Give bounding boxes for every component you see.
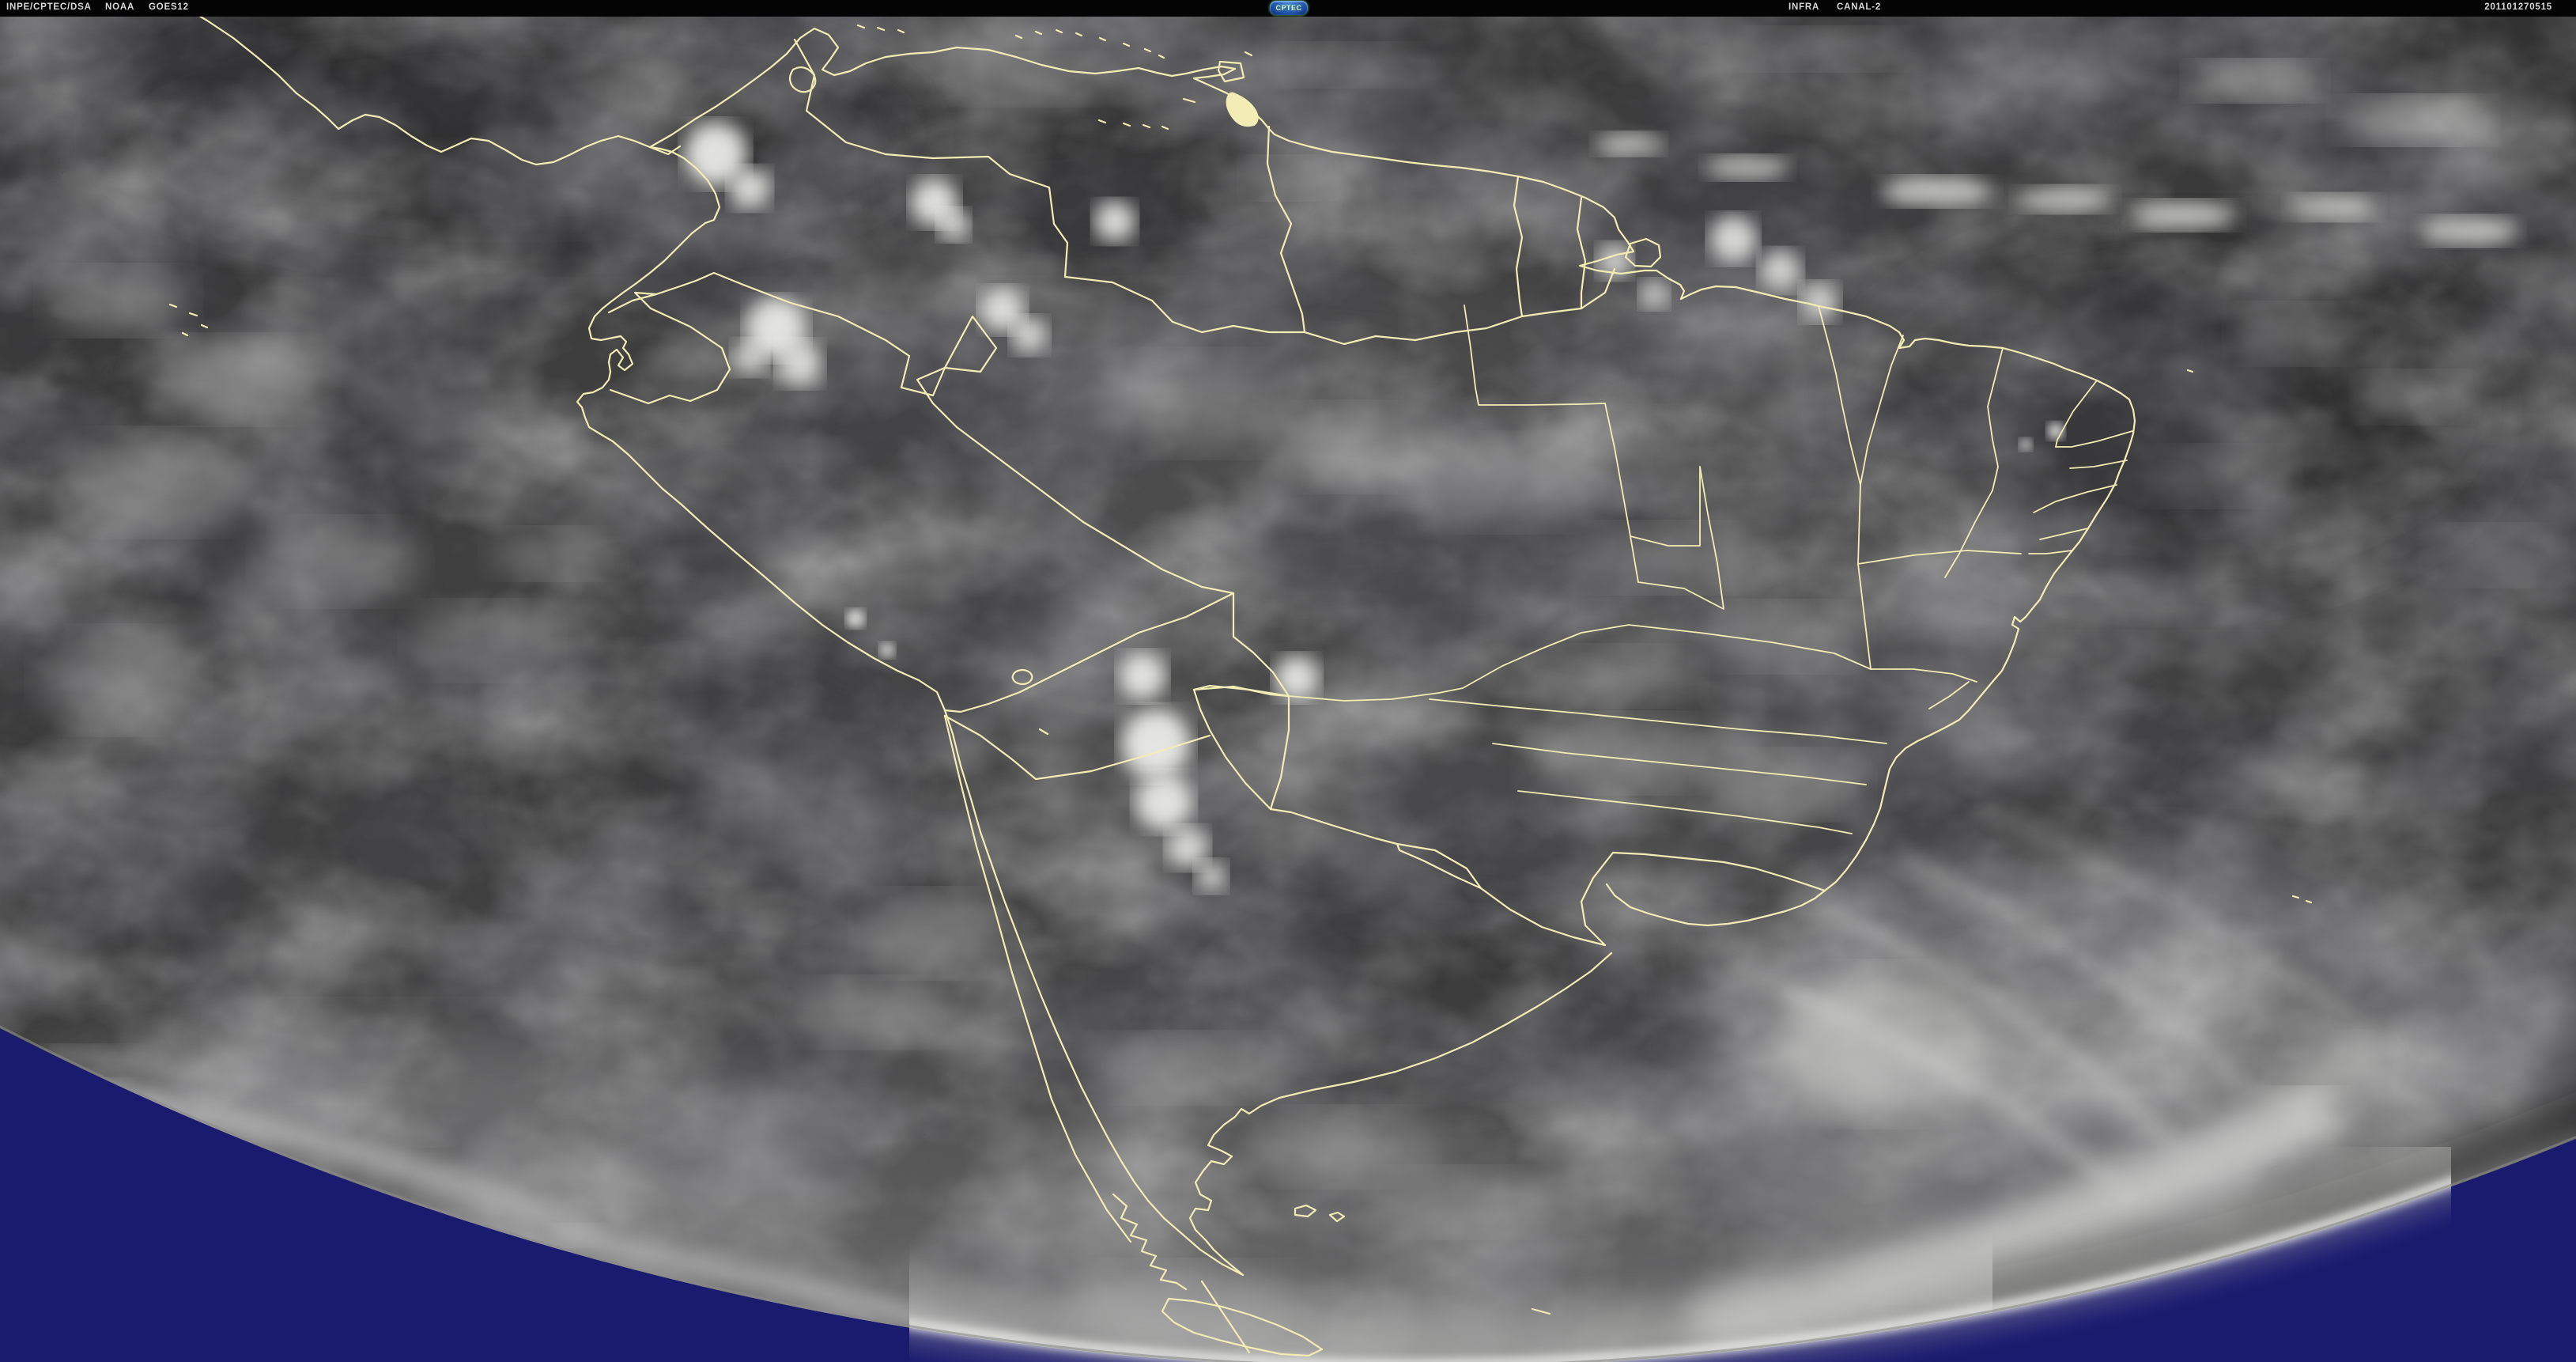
coastline-tierra-del-fuego	[1161, 1297, 1324, 1357]
cptec-logo-text: CPTEC	[1275, 4, 1302, 12]
satellite-label: GOES12	[149, 2, 189, 12]
orinoco-delta	[1226, 92, 1259, 127]
map-borders	[168, 3, 2313, 1357]
coastline	[179, 3, 2136, 927]
coastline-argentina	[576, 146, 1613, 1277]
state-borders	[1288, 305, 2133, 834]
islands	[168, 24, 2313, 1315]
noaa-label: NOAA	[105, 2, 135, 12]
lake-titicaca	[1011, 668, 1049, 736]
cptec-logo: CPTEC	[1270, 1, 1308, 15]
coastline-magellan	[1112, 1193, 1188, 1291]
country-borders	[607, 38, 1826, 1354]
channel-type-label: INFRA	[1788, 2, 1820, 12]
header-bar: INPE/CPTEC/DSA NOAA GOES12 CPTEC INFRA C…	[0, 0, 2576, 17]
channel-label: CANAL-2	[1837, 2, 1882, 12]
marajo-island	[1624, 237, 1662, 268]
timestamp-label: 201101270515	[2484, 2, 2552, 12]
agency-label: INPE/CPTEC/DSA	[6, 2, 92, 12]
